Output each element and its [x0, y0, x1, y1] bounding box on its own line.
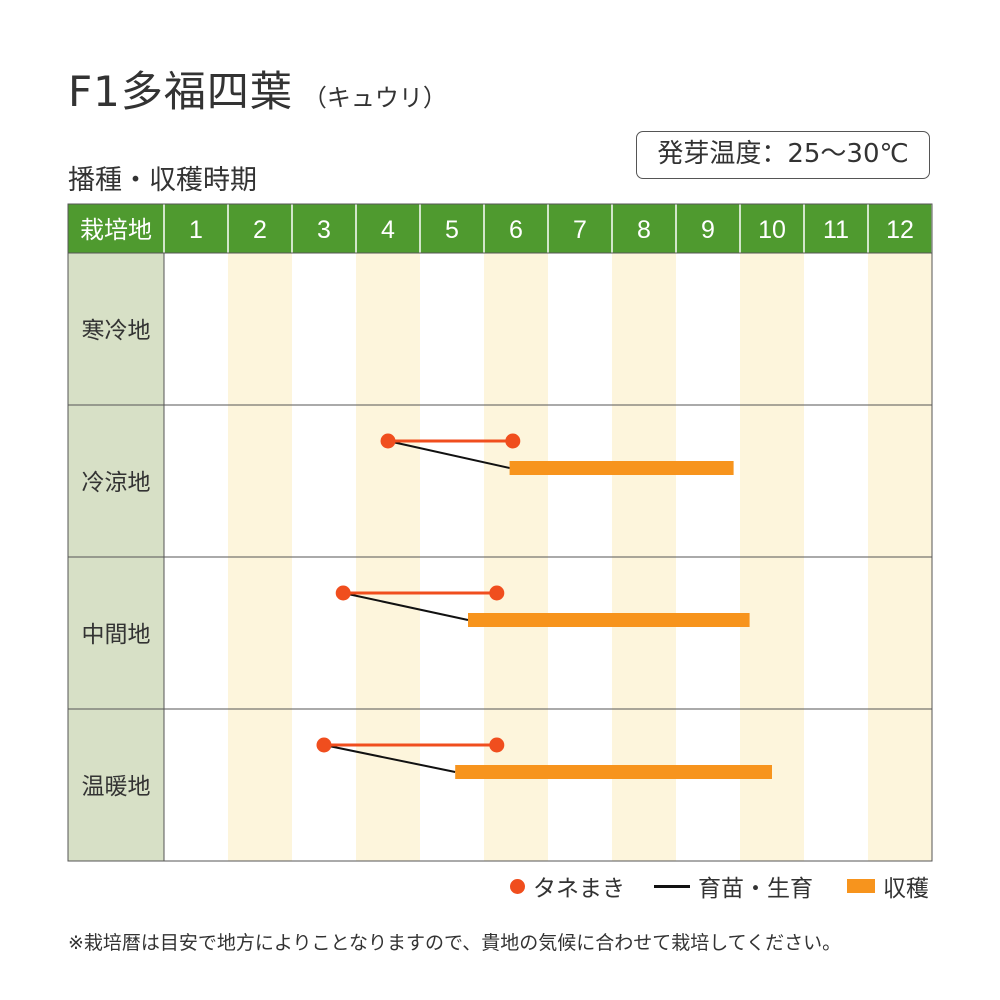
region-label: 冷涼地	[82, 470, 151, 496]
sowing-start-dot	[335, 585, 351, 601]
legend-sowing: タネまき	[510, 870, 625, 902]
growing-line	[387, 440, 510, 469]
legend-harvest: 収穫	[847, 870, 929, 902]
month-label: 4	[381, 216, 395, 244]
legend-harvest-label: 収穫	[883, 876, 929, 902]
sowing-dot-icon	[510, 878, 525, 894]
month-label: 5	[445, 216, 459, 244]
growing-line	[323, 744, 456, 773]
legend-sowing-label: タネまき	[533, 876, 625, 902]
month-label: 6	[509, 216, 523, 244]
harvest-bar-icon	[847, 879, 875, 893]
legend-growing: 育苗・生育	[654, 870, 813, 902]
sowing-start-dot	[380, 433, 396, 449]
title: F1多福四葉 （キュウリ）	[68, 58, 447, 119]
month-label: 10	[758, 216, 786, 244]
growing-line-icon	[654, 884, 690, 888]
month-label: 2	[253, 216, 267, 244]
legend-growing-label: 育苗・生育	[698, 876, 813, 902]
month-label: 3	[317, 216, 331, 244]
region-label: 寒冷地	[82, 318, 151, 344]
sowing-start-dot	[316, 737, 332, 753]
harvest-bar	[455, 765, 772, 779]
month-label: 8	[637, 216, 651, 244]
chart-border	[67, 203, 933, 862]
title-main: F1多福四葉	[68, 67, 293, 116]
header-row	[68, 204, 932, 253]
month-label: 12	[886, 216, 914, 244]
sowing-end-dot	[489, 737, 505, 753]
month-label: 11	[823, 216, 849, 244]
temperature-box: 発芽温度：25～30℃	[636, 131, 930, 179]
chart-subtitle: 播種・収穫時期	[68, 165, 257, 196]
header-corner-label: 栽培地	[80, 216, 152, 244]
month-label: 1	[189, 216, 203, 244]
sowing-end-dot	[505, 433, 521, 449]
month-label: 9	[701, 216, 715, 244]
month-label: 7	[573, 216, 587, 244]
sowing-end-dot	[489, 585, 505, 601]
harvest-bar	[468, 613, 750, 627]
region-label: 温暖地	[82, 774, 151, 800]
footnote: ※栽培暦は目安で地方によりことなりますので、貴地の気候に合わせて栽培してください…	[68, 932, 842, 954]
title-sub: （キュウリ）	[302, 84, 447, 112]
growing-line	[342, 592, 469, 621]
region-label: 中間地	[82, 622, 151, 648]
harvest-bar	[509, 461, 734, 475]
